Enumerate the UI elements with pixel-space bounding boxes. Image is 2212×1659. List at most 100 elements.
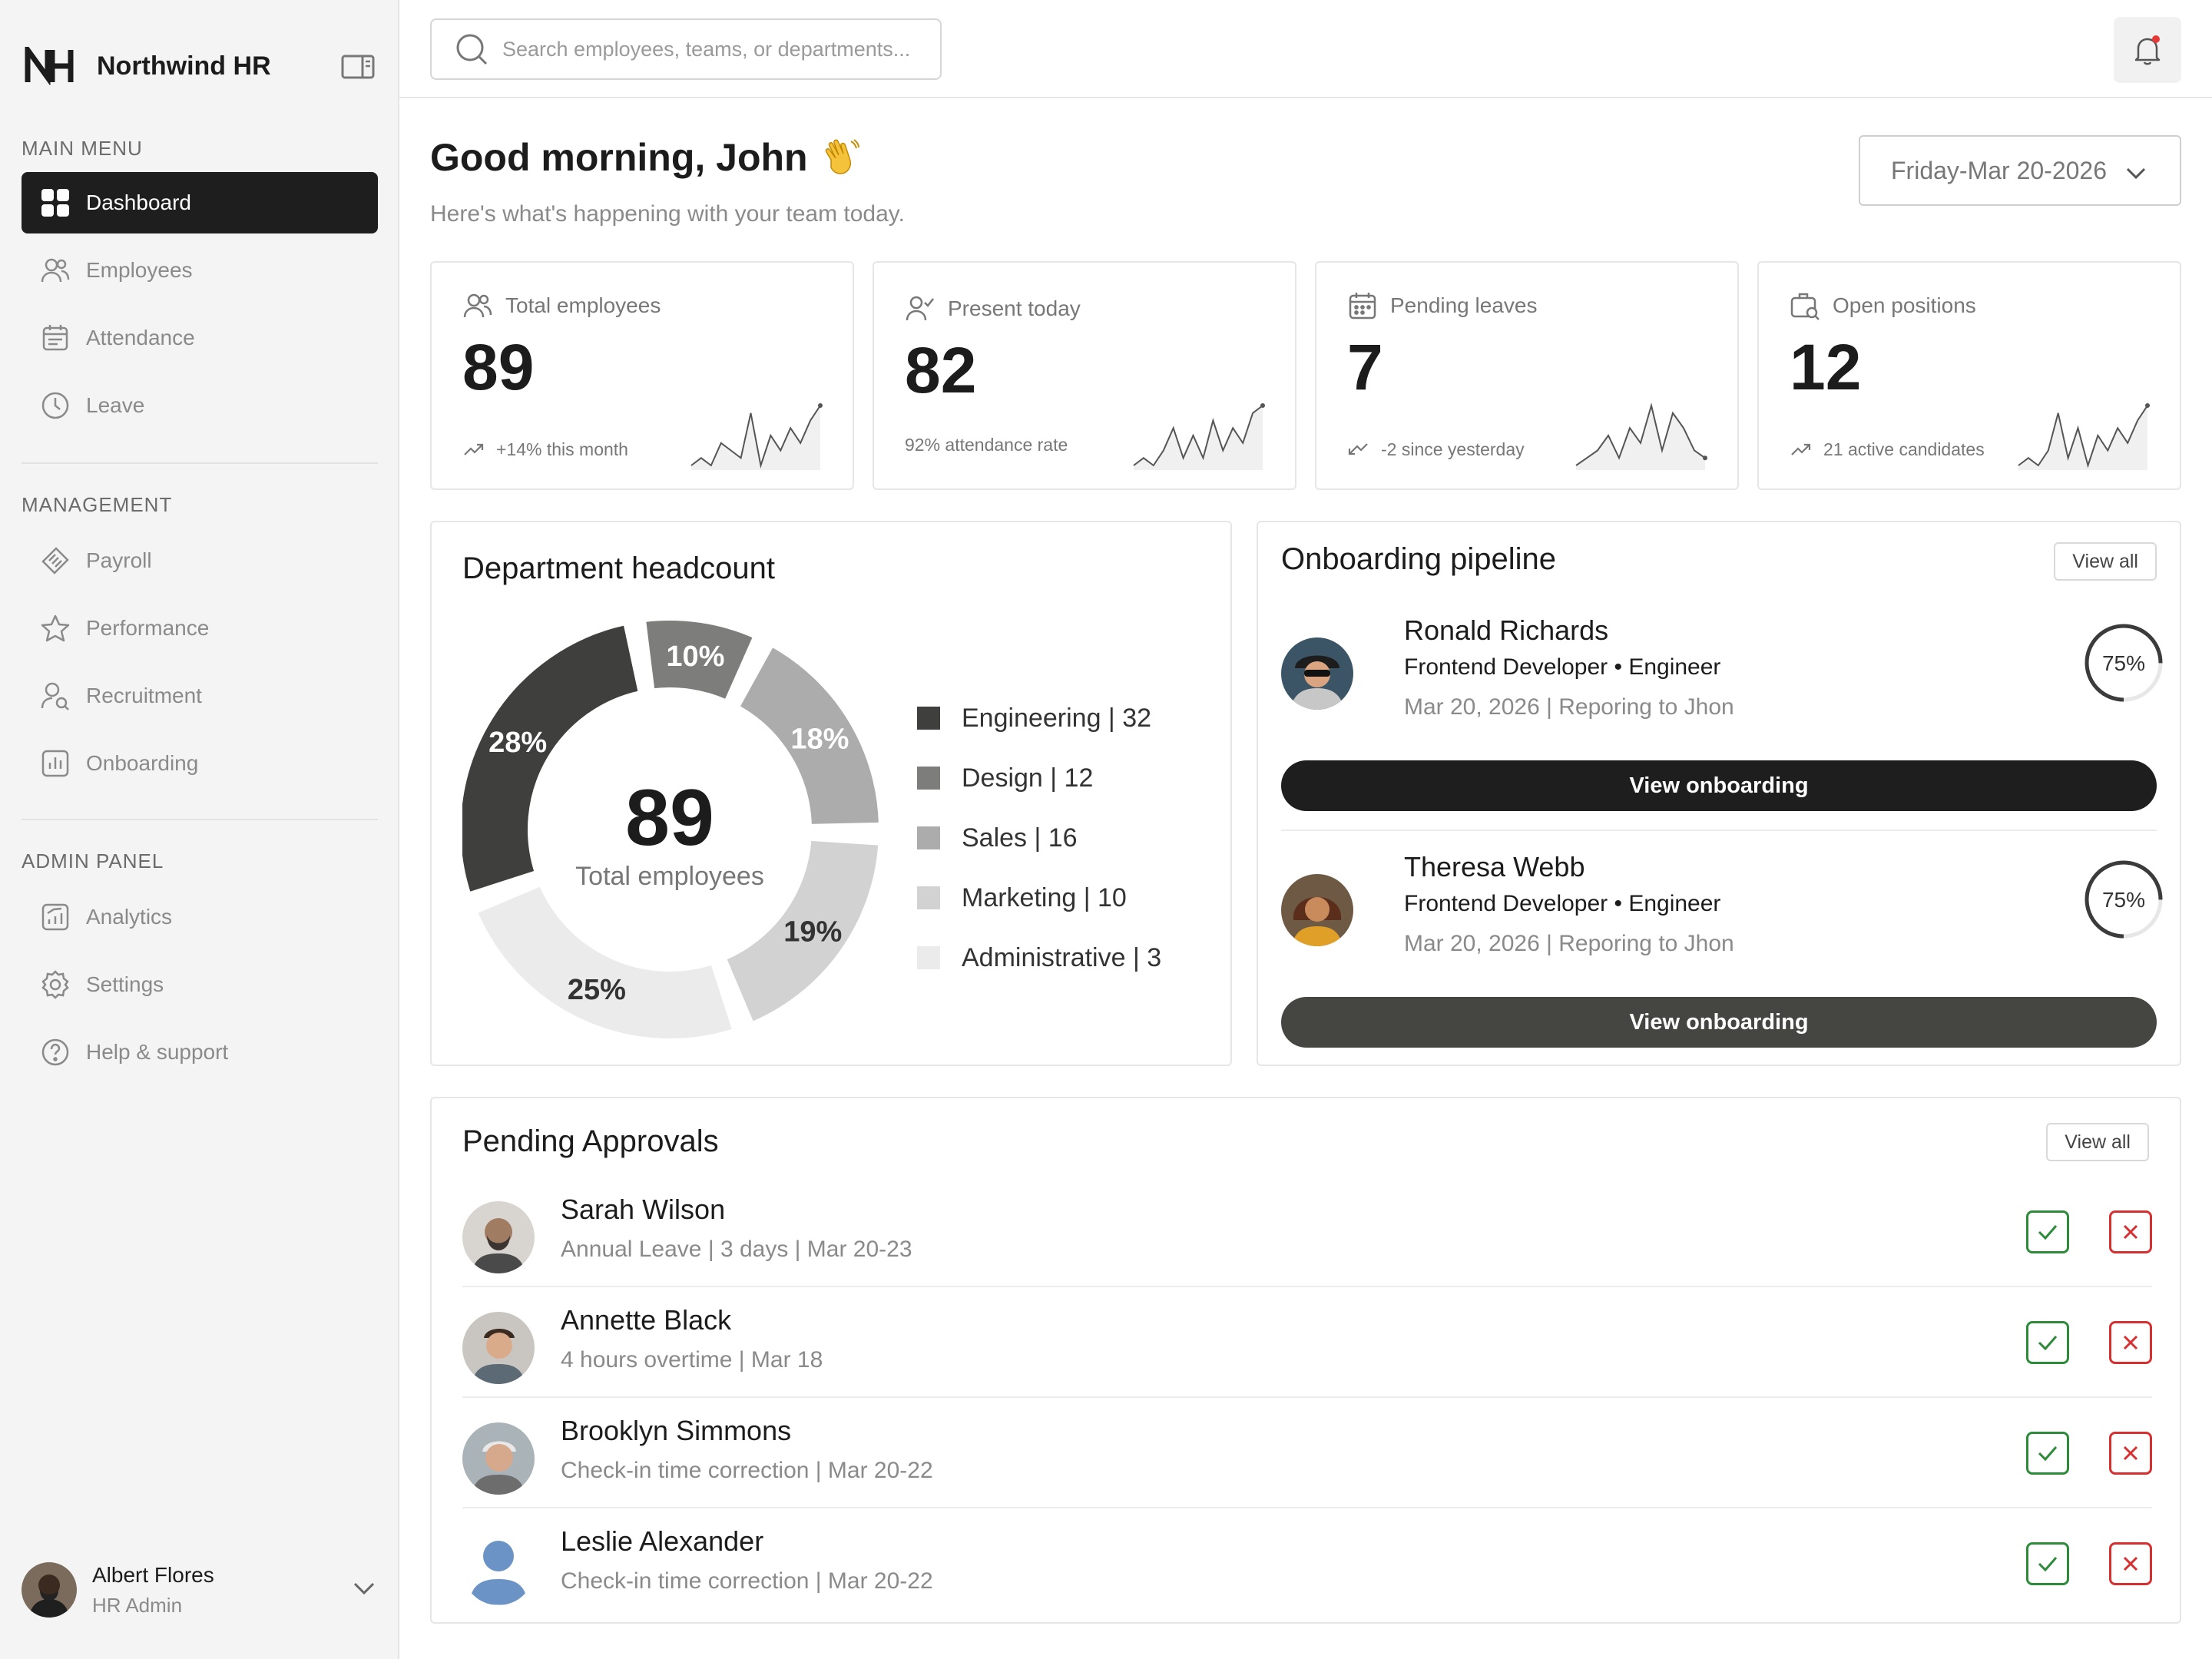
sidebar-item-leave[interactable]: Leave [22, 375, 378, 436]
chevron-down-icon[interactable] [350, 1575, 378, 1602]
legend-swatch [917, 946, 940, 969]
legend-swatch [917, 886, 940, 909]
stat-label: Present today [948, 296, 1081, 320]
legend-swatch [917, 707, 940, 730]
progress-ring: 75% [2085, 860, 2163, 939]
sidebar-item-onboarding[interactable]: Onboarding [22, 733, 378, 794]
stat-card-open-positions: Open positions 12 21 active candidates [1757, 261, 2181, 490]
sidebar-item-performance[interactable]: Performance [22, 598, 378, 659]
check-icon [2038, 1557, 2058, 1572]
section-main-menu: MAIN MENU [22, 137, 143, 160]
search-box[interactable] [430, 18, 942, 80]
approve-button[interactable] [2026, 1321, 2069, 1364]
waving-hand-icon [825, 139, 859, 174]
calendar-list-icon [40, 323, 71, 353]
onboarding-item: Ronald Richards Frontend Developer • Eng… [1281, 614, 2164, 720]
sparkline-line [2018, 405, 2148, 469]
legend-label: Sales | 16 [962, 823, 1078, 853]
view-onboarding-button[interactable]: View onboarding [1281, 760, 2157, 811]
panel-title: Department headcount [462, 551, 775, 585]
avatar [462, 1422, 535, 1495]
onboarding-role: Frontend Developer • Engineer [1404, 654, 1721, 680]
stat-note: 21 active candidates [1823, 439, 1985, 459]
sidebar-item-recruitment[interactable]: Recruitment [22, 665, 378, 727]
divider [1281, 830, 2157, 831]
approve-button[interactable] [2026, 1432, 2069, 1475]
calendar-icon [1349, 293, 1376, 320]
stat-note: 92% attendance rate [905, 435, 1068, 455]
approve-button[interactable] [2026, 1542, 2069, 1585]
sidebar-item-attendance[interactable]: Attendance [22, 307, 378, 369]
legend-item: Design | 12 [917, 748, 1161, 808]
sparkline-area [1576, 406, 1705, 470]
sidebar-item-help-support[interactable]: Help & support [22, 1022, 378, 1083]
approvals-view-all-button[interactable]: View all [2046, 1123, 2149, 1161]
legend-label: Administrative | 3 [962, 942, 1162, 972]
onboarding-view-all-button[interactable]: View all [2054, 542, 2157, 581]
legend-item: Engineering | 32 [917, 688, 1161, 748]
sidebar-item-label: Payroll [86, 548, 152, 572]
sidebar-item-payroll[interactable]: Payroll [22, 530, 378, 591]
divider [462, 1396, 2152, 1398]
sidebar-item-label: Leave [86, 393, 145, 417]
sidebar-item-employees[interactable]: Employees [22, 240, 378, 301]
sidebar-item-label: Recruitment [86, 684, 202, 707]
bell-icon [2134, 35, 2161, 65]
up-trend-icon [464, 443, 484, 455]
donut-center-value: 89 [625, 773, 714, 863]
panel-title: Onboarding pipeline [1281, 542, 1557, 576]
stat-value: 7 [1347, 331, 1383, 403]
close-icon [2123, 1335, 2138, 1350]
user-role: HR Admin [92, 1593, 183, 1617]
gear-icon [40, 969, 71, 1000]
ticket-icon [40, 545, 71, 576]
users-icon [463, 293, 492, 318]
sparkline-line [1133, 405, 1263, 467]
view-onboarding-button[interactable]: View onboarding [1281, 997, 2157, 1048]
users-icon [40, 255, 71, 286]
stat-card-present-today: Present today 82 92% attendance rate [873, 261, 1296, 490]
page-title: Good morning, John [430, 135, 862, 180]
sparkline [1133, 403, 1265, 470]
section-management: MANAGEMENT [22, 493, 173, 516]
stat-label: Total employees [505, 293, 661, 317]
notifications-button[interactable] [2114, 17, 2181, 83]
legend-label: Design | 12 [962, 763, 1094, 793]
date-selector[interactable]: Friday-Mar 20-2026 [1859, 135, 2181, 206]
avatar [462, 1201, 535, 1273]
reject-button[interactable] [2109, 1542, 2152, 1585]
greeting-text: Good morning, John [430, 136, 808, 179]
donut-segment-label: 10% [666, 641, 724, 673]
user-name: Albert Flores [92, 1562, 214, 1587]
northwind-logo-icon [25, 47, 74, 85]
close-icon [2123, 1224, 2138, 1240]
close-icon [2123, 1556, 2138, 1571]
sidebar-item-settings[interactable]: Settings [22, 954, 378, 1015]
legend-item: Marketing | 10 [917, 868, 1161, 928]
reject-button[interactable] [2109, 1321, 2152, 1364]
reject-button[interactable] [2109, 1210, 2152, 1253]
user-search-icon [40, 680, 71, 711]
search-input[interactable] [502, 37, 932, 61]
page-subtitle: Here's what's happening with your team t… [430, 201, 905, 227]
table-row: Leslie Alexander Check-in time correctio… [462, 1521, 2152, 1613]
legend-swatch [917, 826, 940, 849]
approval-meta: Check-in time correction | Mar 20-22 [561, 1568, 933, 1594]
sidebar-toggle-icon[interactable] [341, 54, 375, 80]
approval-meta: Check-in time correction | Mar 20-22 [561, 1458, 933, 1483]
chart-legend: Engineering | 32 Design | 12 Sales | 16 Mar… [917, 688, 1161, 988]
briefcase-search-icon [1790, 293, 1820, 320]
stat-note: +14% this month [496, 439, 628, 459]
legend-swatch [917, 767, 940, 790]
onboarding-name: Ronald Richards [1404, 614, 1609, 646]
progress-label: 75% [2102, 888, 2145, 912]
approve-button[interactable] [2026, 1210, 2069, 1253]
reject-button[interactable] [2109, 1432, 2152, 1475]
sidebar-item-label: Performance [86, 616, 210, 640]
approval-name: Sarah Wilson [561, 1194, 726, 1225]
sidebar-item-analytics[interactable]: Analytics [22, 886, 378, 948]
user-profile[interactable]: Albert Flores HR Admin [22, 1561, 378, 1619]
brand: Northwind HR [25, 45, 375, 88]
sidebar-item-dashboard[interactable]: Dashboard [22, 172, 378, 233]
avatar [462, 1533, 535, 1605]
